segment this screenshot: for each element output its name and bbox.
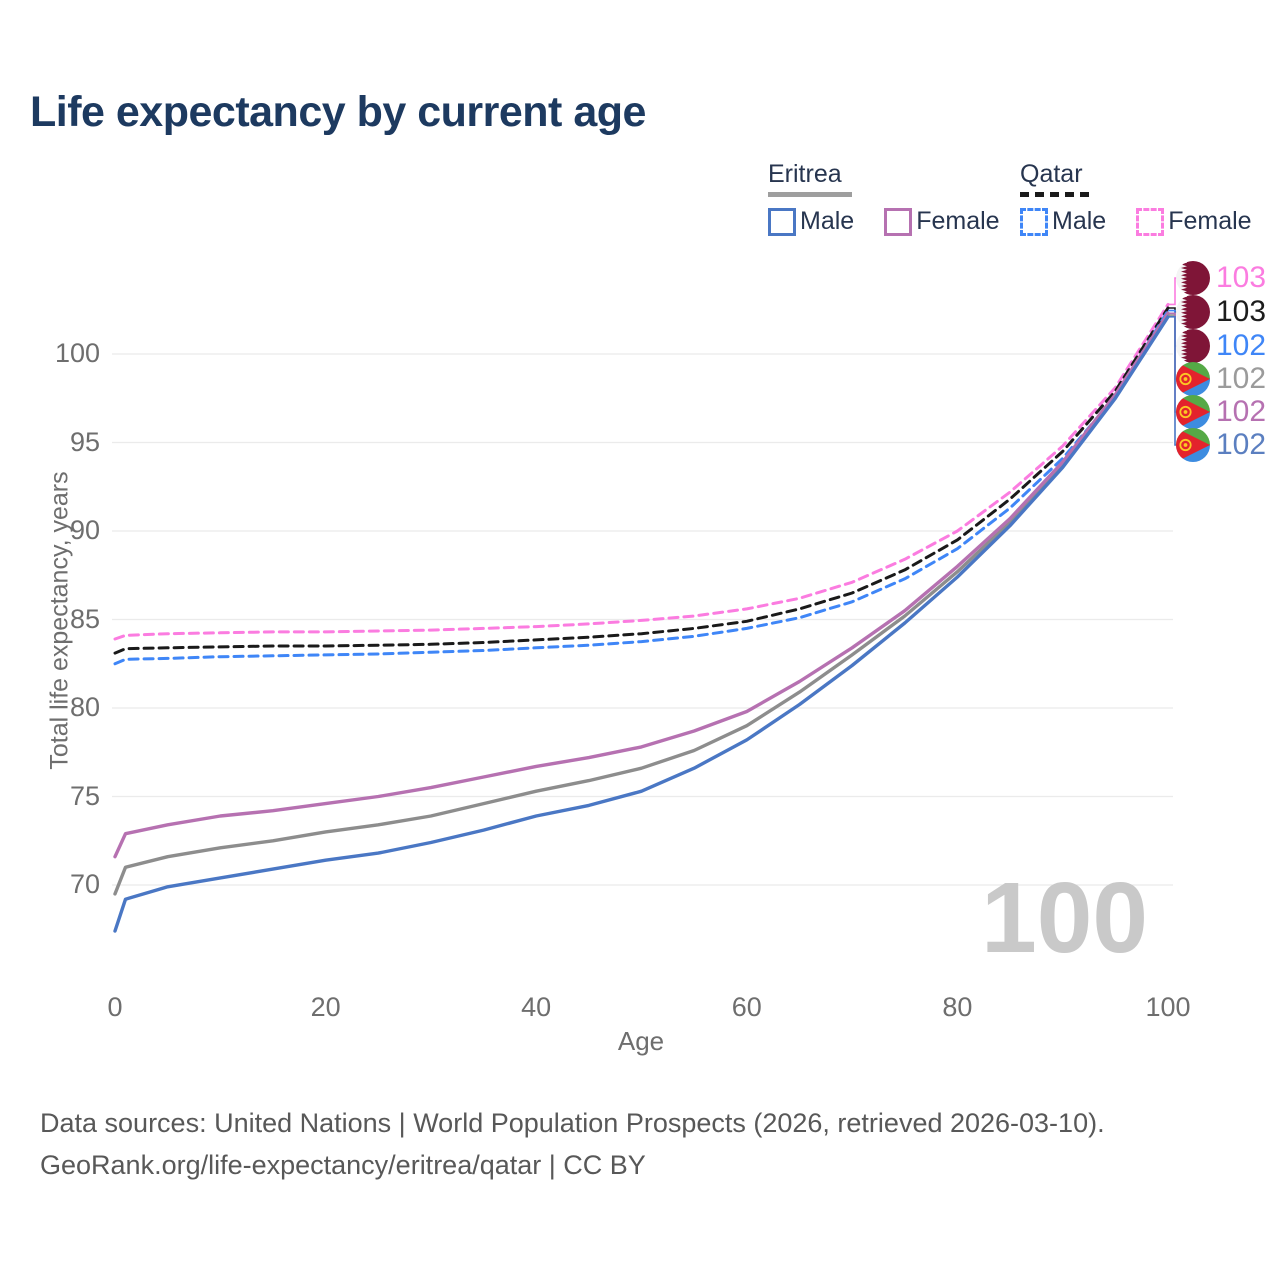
legend-label-qatar-male: Male (1052, 207, 1107, 235)
y-tick-label-85: 85 (69, 603, 100, 634)
eritrea-male-swatch-icon (768, 207, 796, 236)
x-tick-label-20: 20 (310, 992, 341, 1022)
legend-item-eritrea-male[interactable]: Male (768, 207, 854, 236)
series-line-qatar-male[interactable] (113, 309, 1170, 666)
end-label-eritrea-female: 102 (1176, 395, 1266, 429)
qatar-female-swatch-icon (1136, 207, 1165, 236)
y-tick-label-95: 95 (69, 426, 100, 457)
eritrea-flag-icon (1176, 395, 1210, 429)
legend-item-qatar-male[interactable]: Male (1020, 207, 1106, 236)
y-tick-label-70: 70 (69, 869, 100, 899)
end-value: 103 (1216, 261, 1267, 294)
eritrea-solid-line-sample (768, 192, 852, 197)
end-label-eritrea-male: 102 (1176, 428, 1266, 462)
x-tick-label-100: 100 (1145, 992, 1191, 1022)
legend-label-eritrea-female: Female (916, 207, 1000, 235)
legend-item-eritrea-female[interactable]: Female (884, 207, 1000, 236)
legend-label-qatar-female: Female (1168, 207, 1252, 235)
legend-group-eritrea: Eritrea Male Female (768, 160, 1030, 236)
end-label-qatar-female: 103 (1176, 261, 1266, 295)
qatar-flag-icon (1176, 261, 1210, 295)
x-tick-label-80: 80 (942, 992, 973, 1022)
end-label-qatar: 103 (1176, 295, 1266, 329)
end-value: 102 (1216, 428, 1267, 461)
y-tick-label-100: 100 (54, 338, 100, 368)
end-value: 102 (1216, 395, 1267, 428)
y-tick-label-80: 80 (69, 692, 100, 722)
qatar-flag-icon (1176, 329, 1210, 363)
source-url-note[interactable]: GeoRank.org/life-expectancy/eritrea/qata… (40, 1150, 646, 1180)
end-value: 103 (1216, 295, 1267, 328)
x-tick-label-40: 40 (521, 992, 552, 1022)
qatar-male-swatch-icon (1020, 207, 1048, 236)
y-tick-label-90: 90 (69, 515, 100, 545)
series-line-qatar[interactable] (113, 306, 1170, 655)
qatar-dashed-line-sample (1020, 192, 1092, 197)
legend-label-eritrea-male: Male (800, 207, 855, 235)
eritrea-flag-icon (1176, 362, 1210, 396)
legend-country-qatar: Qatar (1020, 160, 1083, 188)
y-tick-label-75: 75 (69, 780, 100, 811)
age-watermark: 100 (981, 862, 1148, 974)
x-axis-title: Age (617, 1026, 665, 1056)
qatar-flag-icon (1176, 295, 1210, 329)
end-label-eritrea: 102 (1176, 362, 1266, 396)
series-line-eritrea-male[interactable] (113, 315, 1170, 933)
series-line-eritrea-female[interactable] (113, 311, 1170, 859)
eritrea-flag-icon (1176, 428, 1210, 462)
eritrea-female-swatch-icon (884, 207, 913, 236)
page-title: Life expectancy by current age (30, 88, 646, 136)
series-line-qatar-female[interactable] (113, 302, 1170, 641)
end-label-qatar-male: 102 (1176, 329, 1266, 363)
data-sources-note: Data sources: United Nations | World Pop… (40, 1108, 1105, 1138)
end-value: 102 (1216, 362, 1267, 395)
series-line-eritrea[interactable] (113, 313, 1170, 896)
legend-item-qatar-female[interactable]: Female (1136, 207, 1252, 236)
legend-group-qatar: Qatar Male Female (1020, 160, 1280, 236)
x-tick-label-0: 0 (107, 992, 123, 1022)
legend-country-eritrea: Eritrea (768, 160, 842, 188)
x-tick-label-60: 60 (731, 992, 762, 1022)
end-value: 102 (1216, 329, 1267, 362)
